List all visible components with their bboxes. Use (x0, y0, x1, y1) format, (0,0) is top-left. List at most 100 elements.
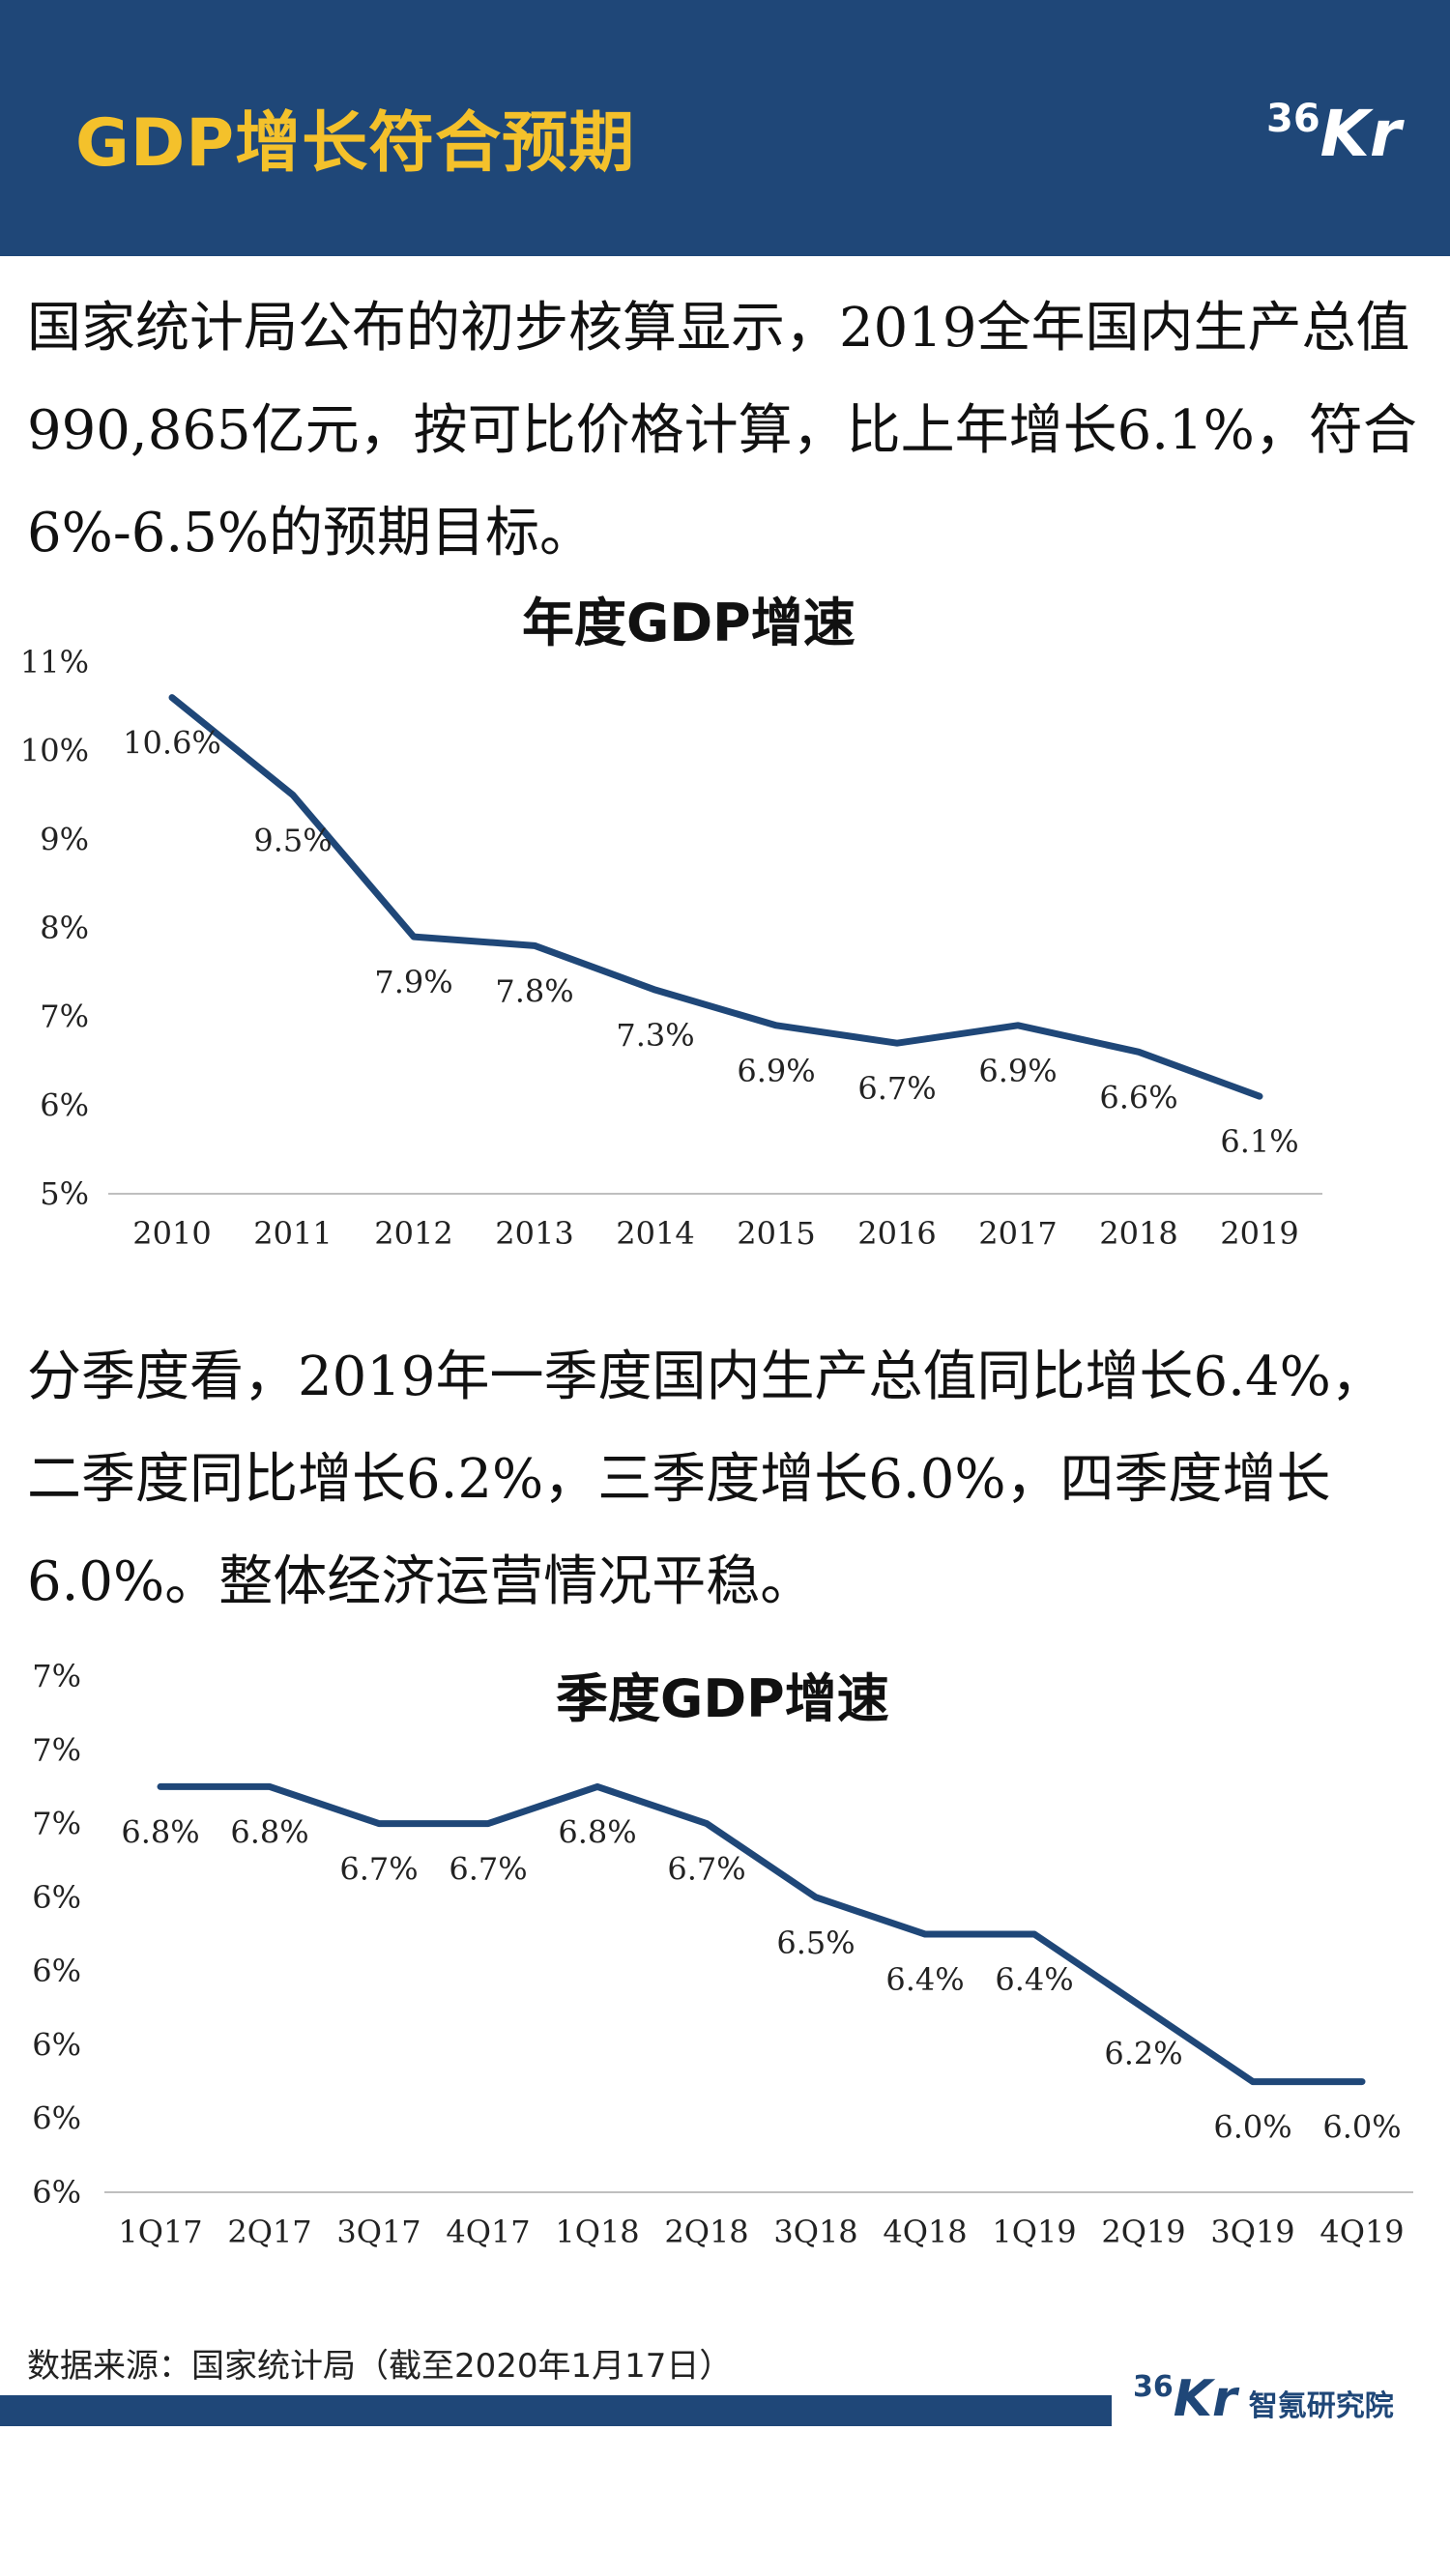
x-tick-label: 2Q18 (664, 2214, 748, 2250)
x-tick-label: 2017 (978, 1215, 1057, 1252)
data-source-note: 数据来源：国家统计局（截至2020年1月17日） (27, 2347, 733, 2386)
brand-logo-number: 36 (1266, 97, 1320, 141)
data-point (594, 1783, 600, 1790)
data-point (376, 1820, 382, 1827)
intro-paragraph: 国家统计局公布的初步核算显示，2019全年国内生产总值990,865亿元，按可比… (27, 297, 1417, 564)
x-tick-label: 2010 (132, 1215, 211, 1252)
data-label: 6.9% (978, 1053, 1057, 1089)
y-tick-label: 9% (40, 821, 89, 857)
data-label: 6.5% (776, 1925, 855, 1961)
y-tick-label: 7% (32, 1658, 81, 1694)
x-tick-label: 4Q18 (883, 2214, 967, 2250)
y-tick-label: 7% (40, 999, 89, 1035)
y-tick-label: 6% (32, 2026, 81, 2063)
data-point (773, 1022, 779, 1028)
data-label: 9.5% (253, 823, 332, 859)
annual-chart-title: 年度GDP增速 (522, 593, 856, 653)
data-label: 6.0% (1322, 2109, 1401, 2146)
data-point (267, 1783, 273, 1790)
y-tick-label: 6% (32, 2100, 81, 2137)
data-point (1031, 1931, 1037, 1937)
y-tick-label: 6% (40, 1086, 89, 1123)
data-point (1359, 2078, 1365, 2085)
footer-logo-letters: Kr (1173, 2370, 1237, 2428)
x-tick-label: 1Q19 (992, 2214, 1076, 2250)
footer-logo: 36Kr 智氪研究院 (1133, 2370, 1394, 2428)
header-banner: GDP增长符合预期 36Kr (0, 0, 1450, 256)
y-tick-label: 6% (32, 2174, 81, 2211)
quarterly-paragraph: 分季度看，2019年一季度国内生产总值同比增长6.4%，二季度同比增长6.2%，… (27, 1346, 1385, 1613)
footer-logo-number: 36 (1133, 2370, 1174, 2404)
page-title: GDP增长符合预期 (75, 105, 636, 182)
data-point (1136, 1049, 1142, 1056)
data-point (894, 1040, 900, 1047)
y-tick-label: 11% (20, 644, 89, 680)
data-label: 10.6% (123, 725, 221, 762)
data-label: 6.2% (1104, 2035, 1182, 2071)
x-tick-label: 4Q17 (446, 2214, 530, 2250)
y-tick-label: 7% (32, 1731, 81, 1768)
x-tick-label: 2019 (1220, 1215, 1298, 1252)
quarterly-gdp-chart: 6% 6% 6% 6% 6% 7% 7% 7% 6.8% 1Q17 6.8% 2Q17 6.7% 3Q17… (32, 1658, 1413, 2250)
x-tick-label: 3Q18 (773, 2214, 857, 2250)
y-tick-label: 8% (40, 910, 89, 946)
data-label: 6.6% (1099, 1079, 1177, 1115)
data-point (813, 1894, 819, 1900)
x-tick-label: 2016 (857, 1215, 936, 1252)
quarterly-chart-title: 季度GDP增速 (556, 1668, 889, 1729)
data-label: 6.7% (667, 1851, 745, 1888)
data-label: 6.8% (230, 1813, 308, 1850)
data-label: 6.4% (885, 1961, 964, 1998)
data-label: 6.1% (1220, 1123, 1298, 1160)
x-tick-label: 2015 (737, 1215, 815, 1252)
data-label: 6.8% (558, 1813, 636, 1850)
x-tick-label: 2012 (374, 1215, 452, 1252)
x-tick-label: 2Q19 (1101, 2214, 1185, 2250)
data-point (169, 694, 175, 701)
data-point (411, 934, 417, 941)
x-tick-label: 2013 (495, 1215, 573, 1252)
y-tick-label: 10% (20, 733, 89, 769)
footer-logo-text: 智氪研究院 (1248, 2389, 1394, 2423)
data-label: 7.8% (495, 972, 573, 1009)
x-tick-label: 3Q19 (1210, 2214, 1294, 2250)
data-point (532, 942, 537, 949)
x-tick-label: 2011 (253, 1215, 332, 1252)
data-label: 6.7% (857, 1070, 936, 1107)
x-tick-label: 1Q17 (118, 2214, 202, 2250)
x-tick-label: 4Q19 (1320, 2214, 1404, 2250)
data-point (290, 792, 296, 798)
data-label: 6.7% (449, 1851, 527, 1888)
footer-bar (0, 2395, 1112, 2426)
data-point (1257, 1093, 1262, 1100)
data-label: 6.7% (339, 1851, 418, 1888)
y-tick-label: 7% (32, 1806, 81, 1842)
x-tick-label: 2Q17 (227, 2214, 311, 2250)
data-label: 6.8% (121, 1813, 199, 1850)
data-point (158, 1783, 163, 1790)
data-point (922, 1931, 928, 1937)
x-tick-label: 2014 (616, 1215, 694, 1252)
data-label: 7.9% (374, 964, 452, 1000)
data-point (1015, 1022, 1021, 1028)
data-label: 6.9% (737, 1053, 815, 1089)
series-line (157, 1782, 1366, 2086)
annual-gdp-chart: 5% 6% 7% 8% 9% 10% 11% 10.6% 2010 9.5% 2011 7.9% 201… (20, 644, 1322, 1252)
x-tick-label: 2018 (1099, 1215, 1177, 1252)
data-point (1141, 2005, 1146, 2012)
data-point (485, 1820, 491, 1827)
data-label: 6.4% (995, 1961, 1073, 1998)
data-point (704, 1820, 710, 1827)
y-tick-label: 6% (32, 1879, 81, 1916)
data-label: 7.3% (616, 1017, 694, 1054)
y-tick-label: 5% (40, 1175, 89, 1212)
x-tick-label: 1Q18 (555, 2214, 639, 2250)
y-tick-label: 6% (32, 1953, 81, 1989)
data-point (1250, 2078, 1256, 2085)
series-line (168, 694, 1263, 1100)
brand-logo: 36Kr (1266, 97, 1401, 171)
brand-logo-letters: Kr (1320, 97, 1402, 171)
x-tick-label: 3Q17 (336, 2214, 420, 2250)
data-label: 6.0% (1213, 2109, 1291, 2146)
data-point (652, 987, 658, 994)
